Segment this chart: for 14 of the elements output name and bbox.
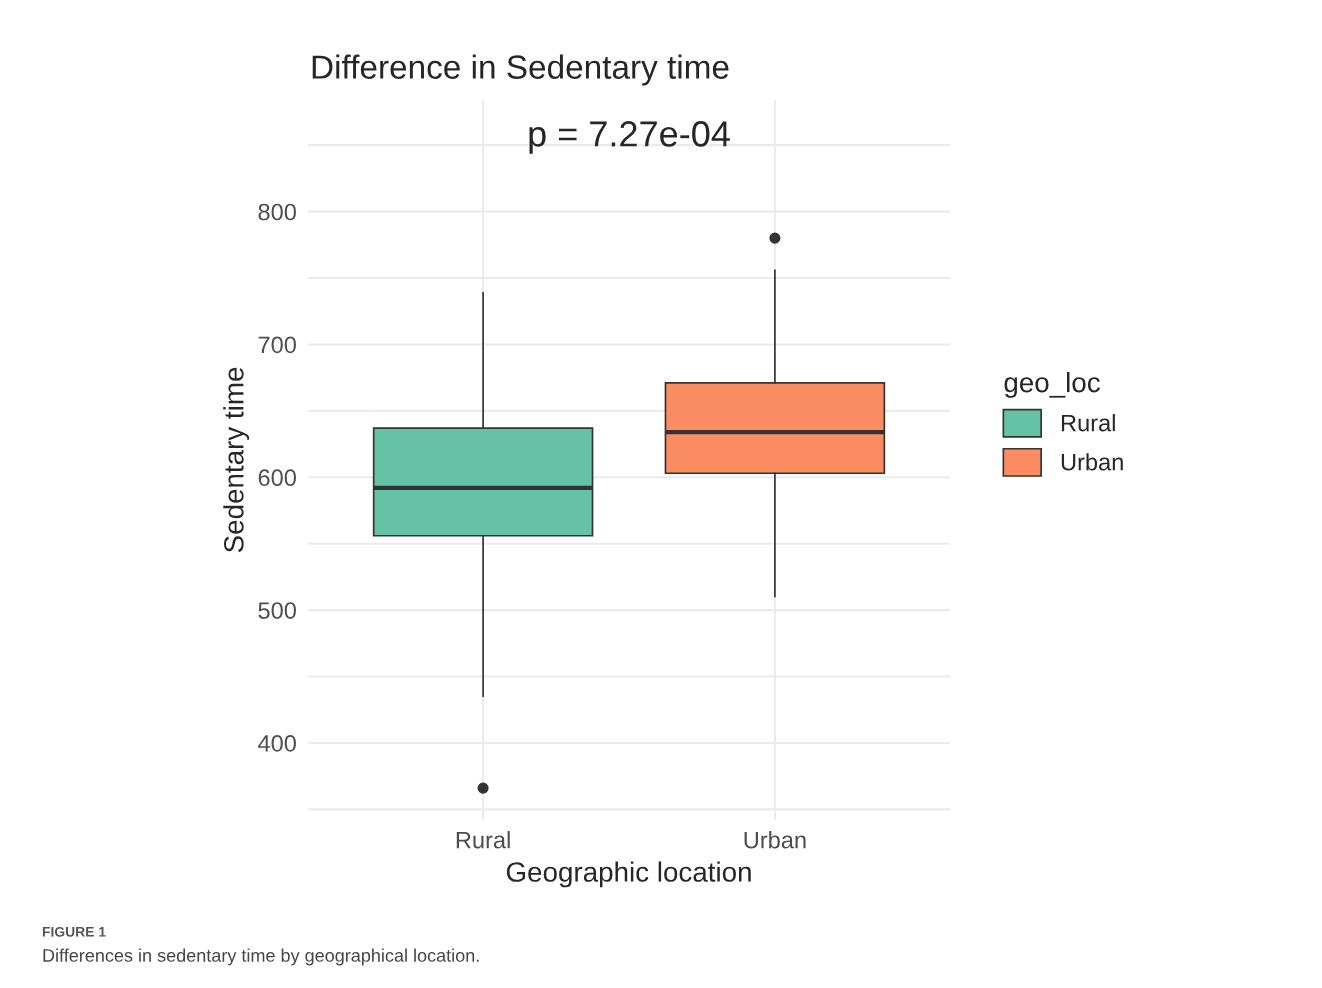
y-tick-label: 600 [258, 469, 296, 487]
text: Differences in sedentary time by geographical location. [43, 948, 479, 966]
y-tick-label: 800 [258, 203, 296, 221]
y-tick-label: 400 [258, 735, 296, 752]
y-axis-title: Sedentary time [223, 367, 250, 553]
annotation: p = 7.27e-04 [529, 121, 730, 154]
y-tick-label: 700 [258, 336, 296, 354]
legend-label: Rural [1061, 414, 1115, 432]
caption: FIGURE 1 [42, 926, 106, 937]
y-tick-label: 500 [258, 602, 296, 619]
legend-label: Urban [1061, 453, 1123, 471]
chart-title: Difference in Sedentary time [312, 54, 729, 86]
x-axis-title: Geographic location [506, 861, 751, 888]
legend-title: geo_loc [1004, 371, 1100, 398]
